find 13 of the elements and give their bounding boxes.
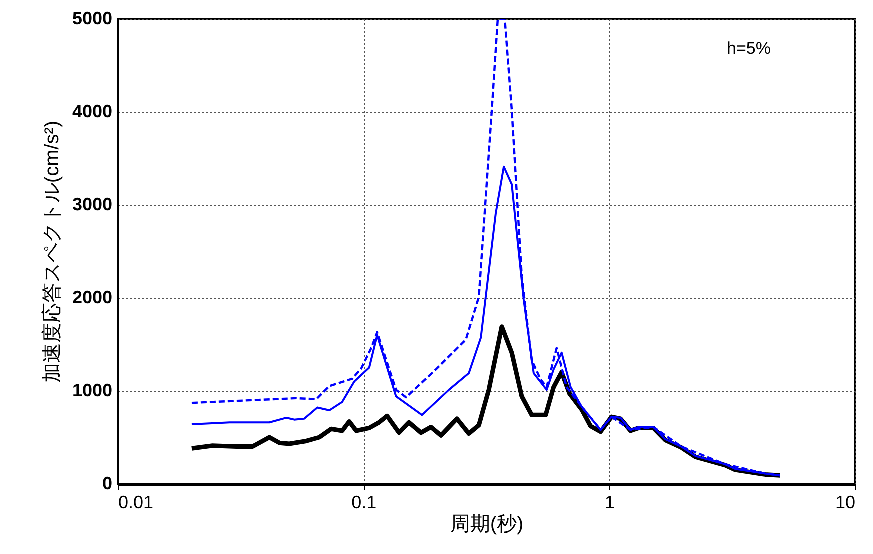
y-tick-label: 1000 bbox=[72, 380, 112, 400]
x-tick-label: 10 bbox=[835, 492, 856, 512]
y-tick-label: 5000 bbox=[72, 8, 112, 28]
y-tick-label: 0 bbox=[102, 474, 112, 494]
y-tick-label: 4000 bbox=[72, 102, 112, 122]
x-tick-label: 0.1 bbox=[352, 492, 377, 512]
x-axis-title: 周期(秒) bbox=[450, 514, 524, 536]
x-tick-label: 0.01 bbox=[118, 492, 154, 512]
annotation: h=5% bbox=[727, 39, 771, 58]
y-tick-label: 2000 bbox=[72, 288, 112, 308]
y-tick-label: 3000 bbox=[72, 194, 112, 214]
y-axis-title: 加速度応答スペクトル(cm/s²) bbox=[40, 120, 64, 384]
x-tick-label: 1 bbox=[604, 492, 615, 512]
